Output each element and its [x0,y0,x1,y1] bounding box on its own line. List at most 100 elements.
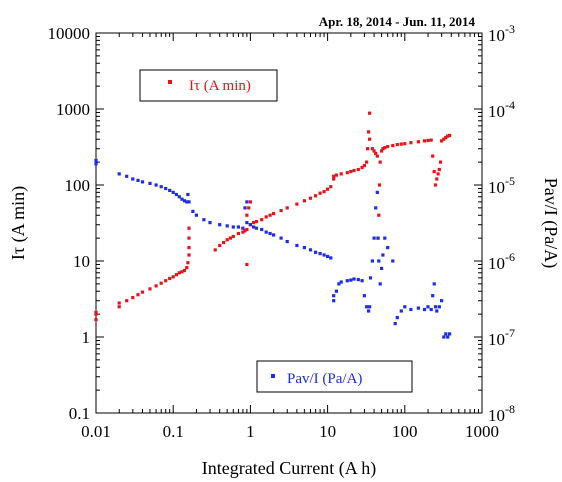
data-point [352,277,356,281]
data-point [426,138,430,143]
data-point [254,220,259,224]
data-point [444,136,448,140]
data-point [391,259,395,263]
data-point [370,147,374,151]
y-left-tick-label: 1 [82,328,91,347]
data-point [136,293,140,297]
data-point [260,227,264,232]
data-point [185,266,189,270]
data-point [437,305,441,309]
legend-label-pav-i: Pav/I (Pa/A) [287,371,362,387]
data-point [362,294,366,298]
y-right-tick-exponent: -6 [505,250,515,264]
y-left-tick-label: 10 [73,252,90,271]
data-point [248,223,252,227]
data-point [187,253,191,257]
data-point [377,213,381,217]
data-point [444,332,448,336]
data-point [366,147,370,151]
data-point [322,253,326,257]
data-point [435,309,439,313]
data-point [241,226,245,230]
data-point [164,279,168,283]
data-point [375,154,379,158]
data-point [182,268,187,273]
data-point [308,248,313,252]
data-point [429,307,433,312]
data-point [345,171,349,175]
x-tick-label: 0.1 [163,422,184,441]
data-point [231,234,235,239]
data-point [302,246,306,250]
data-point [252,225,256,229]
y-right-tick-exponent: -3 [505,22,515,36]
data-point [125,174,129,178]
data-point [337,282,341,286]
data-point [409,141,413,145]
y-right-tick-label: 10-5 [488,174,515,197]
data-point [264,230,268,234]
data-point [370,259,374,263]
data-point [191,209,195,213]
data-point [332,299,336,303]
data-point [339,280,343,284]
data-point [218,243,222,248]
data-point [403,142,407,146]
data-point [295,202,299,206]
plot-frame [95,32,483,414]
data-point [168,188,172,192]
data-point [177,271,181,275]
y-right-tick-label: 10-3 [488,22,515,45]
data-point [117,301,121,305]
data-point [375,190,379,194]
data-point [154,183,158,187]
data-point [416,306,420,310]
data-point [186,192,190,197]
data-point [252,221,256,225]
data-point [117,172,121,176]
data-point [308,196,313,200]
data-point [426,305,430,309]
data-point [213,248,217,252]
data-point [374,206,378,210]
data-point [264,215,268,219]
data-point [437,167,441,172]
y-right-tick-base: 10 [488,330,505,349]
data-point [228,236,232,240]
data-point [372,236,376,240]
data-point [285,206,289,210]
data-point [383,236,387,240]
data-point [367,309,371,313]
data-point [187,236,191,240]
data-point [422,139,427,143]
data-point [349,278,353,282]
data-point [399,309,403,313]
data-point [268,231,272,236]
data-point [440,299,444,303]
data-point [416,140,420,144]
data-point [279,209,283,213]
y-right-tick-label: 10-4 [488,98,515,121]
data-point [395,143,399,147]
data-point [279,236,283,240]
data-point [374,151,378,156]
data-point [409,307,413,312]
data-point [332,174,336,178]
data-point [225,238,229,242]
data-point [148,181,152,185]
data-point [433,305,438,309]
data-point [368,276,373,280]
y-left-axis-title: Iτ (A min) [8,186,29,260]
data-point [94,162,98,166]
data-point [171,190,175,194]
y-right-tick-base: 10 [488,178,505,197]
data-point [187,226,191,230]
data-point [403,305,407,309]
data-point [285,240,289,244]
data-point [442,335,446,339]
data-point [433,183,438,187]
x-axis-ticks: 0.01 0.1 1 10 100 1000 [81,33,499,441]
y-right-axis-title: Pav/I (Pa/A) [540,178,561,268]
legend-box-i-tau [139,69,278,102]
data-point [380,266,384,270]
